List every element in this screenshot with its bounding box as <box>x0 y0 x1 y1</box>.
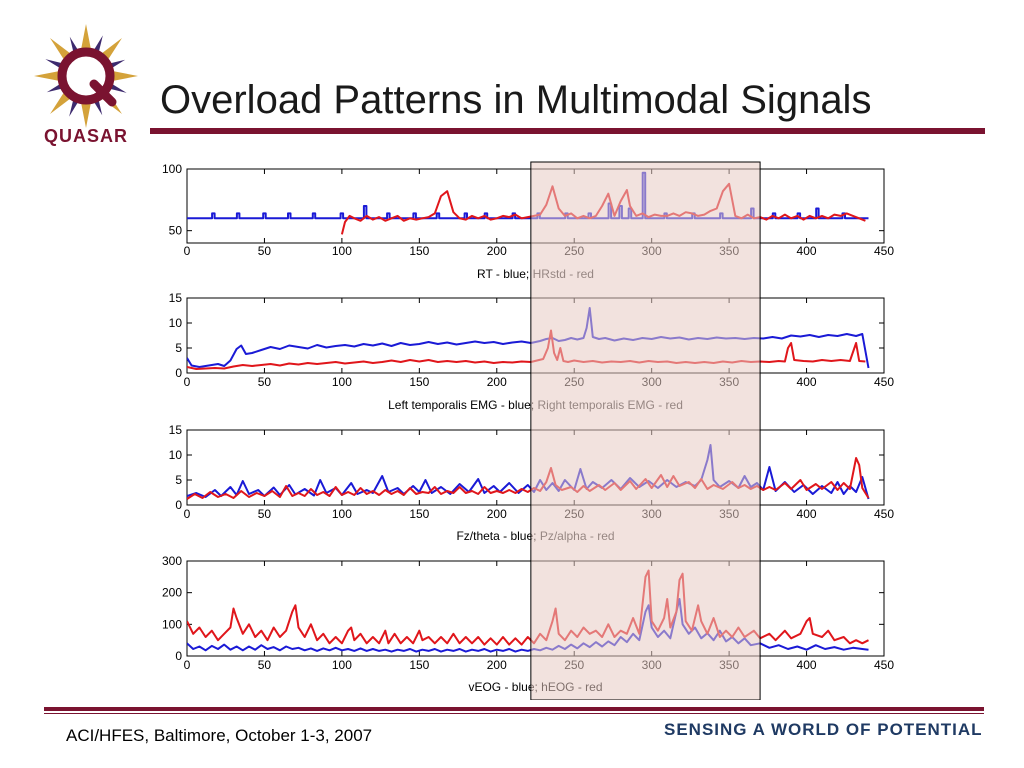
y-tick-label: 100 <box>162 617 182 631</box>
title-rule <box>150 128 985 134</box>
footer-tagline: SENSING A WORLD OF POTENTIAL <box>664 720 983 739</box>
x-tick-label: 50 <box>258 658 272 672</box>
y-tick-label: 10 <box>169 448 183 462</box>
x-tick-label: 400 <box>797 658 817 672</box>
x-tick-label: 400 <box>797 375 817 389</box>
x-tick-label: 0 <box>184 375 191 389</box>
footer-conference: ACI/HFES, Baltimore, October 1-3, 2007 <box>66 726 373 745</box>
caption-part-1: Fz/theta - blue; <box>456 529 539 543</box>
x-tick-label: 200 <box>487 658 507 672</box>
caption-part-1: RT - blue; <box>477 267 533 281</box>
x-tick-label: 150 <box>409 244 429 258</box>
x-tick-label: 150 <box>409 375 429 389</box>
y-tick-label: 200 <box>162 586 182 600</box>
x-tick-label: 450 <box>874 244 894 258</box>
x-tick-label: 150 <box>409 658 429 672</box>
y-tick-label: 0 <box>175 498 182 512</box>
chart-panel-4: 0501001502002503003504004500100200300vEO… <box>162 554 894 694</box>
charts-figure: 05010015020025030035040045050100RT - blu… <box>162 161 894 700</box>
y-tick-label: 0 <box>175 649 182 663</box>
y-tick-label: 15 <box>169 423 183 437</box>
y-tick-label: 10 <box>169 316 183 330</box>
x-tick-label: 100 <box>332 658 352 672</box>
y-tick-label: 50 <box>169 224 183 238</box>
x-tick-label: 400 <box>797 244 817 258</box>
x-tick-label: 450 <box>874 658 894 672</box>
x-tick-label: 0 <box>184 244 191 258</box>
x-tick-label: 150 <box>409 507 429 521</box>
caption-part-1: Left temporalis EMG - blue; <box>388 398 537 412</box>
x-tick-label: 200 <box>487 375 507 389</box>
y-tick-label: 15 <box>169 291 183 305</box>
quasar-star-icon <box>34 24 138 128</box>
x-tick-label: 100 <box>332 244 352 258</box>
x-tick-label: 200 <box>487 244 507 258</box>
y-tick-label: 100 <box>162 162 182 176</box>
y-tick-label: 5 <box>175 341 182 355</box>
x-tick-label: 100 <box>332 375 352 389</box>
x-tick-label: 0 <box>184 658 191 672</box>
logo-text: QUASAR <box>43 126 128 146</box>
overload-window <box>530 161 761 700</box>
y-tick-label: 0 <box>175 366 182 380</box>
x-tick-label: 100 <box>332 507 352 521</box>
x-tick-label: 450 <box>874 507 894 521</box>
x-tick-label: 50 <box>258 244 272 258</box>
x-tick-label: 50 <box>258 507 272 521</box>
x-tick-label: 400 <box>797 507 817 521</box>
y-tick-label: 5 <box>175 473 182 487</box>
y-tick-label: 300 <box>162 554 182 568</box>
x-tick-label: 0 <box>184 507 191 521</box>
x-tick-label: 450 <box>874 375 894 389</box>
x-tick-label: 50 <box>258 375 272 389</box>
footer-rule-thin <box>44 713 984 714</box>
chart-panel-1: 05010015020025030035040045050100RT - blu… <box>162 162 894 281</box>
footer-rule <box>44 707 984 711</box>
x-tick-label: 200 <box>487 507 507 521</box>
quasar-logo: QUASAR <box>28 22 144 152</box>
slide-title: Overload Patterns in Multimodal Signals <box>160 78 872 122</box>
